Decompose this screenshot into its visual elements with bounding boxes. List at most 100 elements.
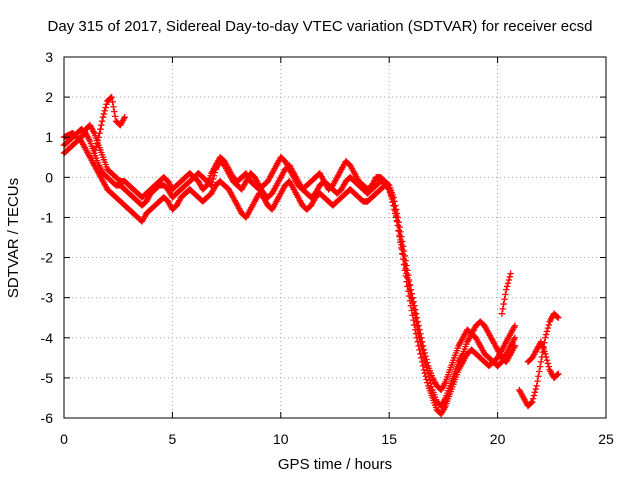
data-point-trail: [100, 110, 108, 118]
data-point: [91, 150, 98, 157]
data-point-trail: [96, 130, 103, 137]
data-point-trail: [532, 385, 539, 393]
y-tick-label: -5: [41, 370, 54, 386]
data-point-trail: [397, 239, 404, 246]
data-point-trail: [418, 358, 426, 366]
y-tick-label: 3: [45, 49, 53, 65]
plot-frame: [63, 56, 607, 419]
axis-ticks: 0 5 10 15 20 25 -6 -5 -4 -3 -2 -1 0 1 2 3: [41, 49, 614, 447]
y-tick-label: 1: [45, 129, 53, 145]
data-point-trail: [209, 178, 216, 186]
data-point-trail: [111, 113, 119, 120]
data-point: [511, 322, 519, 329]
data-point-trail: [107, 94, 115, 102]
data-point: [407, 302, 415, 309]
data-point: [533, 382, 540, 390]
data-point-trail: [402, 272, 409, 280]
data-point: [399, 250, 406, 257]
data-point-trail: [400, 261, 408, 268]
data-point-trail: [422, 373, 429, 380]
data-point-trail: [542, 353, 550, 361]
y-tick-label: -2: [41, 250, 54, 266]
data-point-trail: [542, 331, 550, 338]
data-point-trail: [396, 233, 403, 240]
data-point-trail: [109, 98, 116, 106]
data-point: [555, 314, 562, 321]
data-point-trail: [500, 300, 507, 308]
data-point-trail: [98, 121, 105, 129]
data-point: [412, 326, 419, 333]
data-point-trail: [392, 207, 399, 215]
x-tick-label: 25: [598, 431, 614, 447]
data-point-trail: [415, 342, 422, 349]
data-points: [60, 93, 562, 418]
data-point-trail: [543, 357, 551, 364]
data-point-trail: [111, 108, 118, 115]
y-tick-label: -4: [41, 330, 54, 346]
data-point-trail: [92, 143, 100, 151]
x-tick-label: 5: [169, 431, 177, 447]
data-point-trail: [536, 368, 543, 375]
data-point: [121, 113, 128, 121]
data-point: [555, 370, 562, 378]
data-point-trail: [535, 373, 542, 380]
data-point-trail: [406, 297, 414, 305]
data-point-trail: [393, 217, 401, 224]
data-point-trail: [411, 321, 418, 329]
y-tick-label: 2: [45, 89, 53, 105]
data-point: [537, 358, 545, 366]
data-point-trail: [412, 330, 420, 337]
data-point: [542, 350, 549, 358]
y-tick-label: 0: [45, 169, 53, 185]
data-point-trail: [93, 140, 101, 147]
data-point: [542, 334, 549, 341]
data-point-trail: [423, 376, 430, 383]
y-tick-label: -6: [41, 410, 54, 426]
data-point: [99, 113, 107, 121]
data-point-trail: [405, 288, 412, 295]
data-point-trail: [94, 137, 102, 144]
y-tick-label: -1: [41, 209, 54, 225]
data-point: [529, 398, 536, 406]
data-point-trail: [417, 350, 424, 358]
data-point-trail: [98, 117, 106, 125]
data-point: [503, 286, 510, 293]
data-point-trail: [203, 182, 210, 190]
data-point: [390, 198, 397, 205]
data-point: [511, 334, 519, 341]
data-point-trail: [408, 307, 415, 314]
x-tick-label: 0: [60, 431, 68, 447]
data-point-trail: [97, 126, 104, 133]
data-point-trail: [503, 283, 511, 290]
x-tick-label: 20: [490, 431, 506, 447]
data-point-trail: [409, 312, 416, 319]
data-point-trail: [502, 291, 509, 298]
data-point-trail: [534, 377, 541, 385]
data-point-trail: [398, 244, 405, 252]
data-point-trail: [424, 379, 431, 386]
data-point: [507, 270, 514, 277]
data-point-trail: [401, 267, 409, 274]
data-point: [394, 222, 402, 229]
data-point-trail: [528, 399, 535, 406]
data-point-trail: [102, 104, 109, 111]
data-point-trail: [506, 273, 513, 281]
data-point-trail: [529, 395, 537, 402]
data-point-trail: [404, 283, 411, 290]
grid: [64, 57, 606, 418]
data-point-trail: [392, 212, 400, 220]
data-point-trail: [410, 316, 417, 324]
data-point-trail: [545, 321, 552, 329]
data-point-trail: [530, 392, 538, 399]
data-point-trail: [401, 260, 409, 268]
data-point-trail: [92, 146, 99, 154]
data-point: [420, 366, 428, 374]
data-point: [95, 134, 102, 141]
chart-title: Day 315 of 2017, Sidereal Day-to-day VTE…: [47, 18, 593, 35]
x-axis-label: GPS time / hours: [277, 456, 393, 473]
data-point-trail: [421, 369, 428, 377]
data-point-trail: [544, 324, 552, 332]
data-point: [511, 342, 519, 349]
x-tick-label: 10: [273, 431, 289, 447]
